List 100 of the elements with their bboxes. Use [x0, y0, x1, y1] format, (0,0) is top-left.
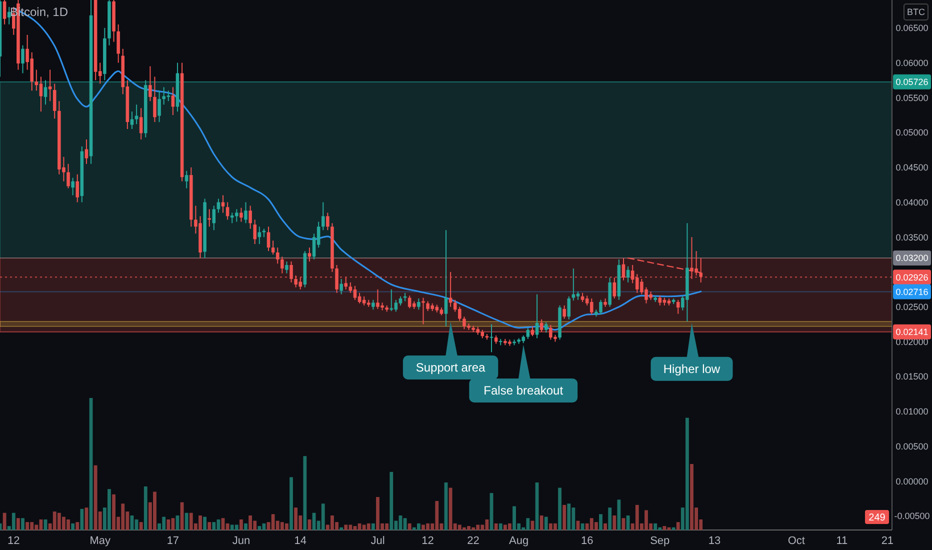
y-tick-label: -0.00500	[894, 511, 930, 522]
x-tick-label: Sep	[650, 535, 670, 547]
candlestick	[134, 104, 138, 125]
candlestick	[290, 261, 293, 283]
bar	[390, 472, 394, 530]
y-axis-title: BTC	[907, 7, 926, 18]
candlestick	[326, 212, 330, 231]
x-tick-label: Jun	[232, 535, 250, 547]
x-tick-label: 22	[467, 535, 480, 547]
y-tick-label: 0.04000	[896, 197, 928, 208]
candlestick	[153, 76, 156, 123]
y-tick-label: 0.05500	[896, 92, 928, 103]
bar	[16, 518, 20, 530]
y-tick-label: 0.02500	[896, 302, 928, 312]
bar	[212, 522, 216, 530]
annotation: 249	[868, 512, 886, 524]
y-tick-label: 0.02000	[896, 336, 928, 347]
bar	[672, 527, 676, 530]
candlestick	[226, 202, 230, 220]
candlestick	[21, 44, 24, 74]
bar	[617, 500, 621, 530]
candlestick	[590, 298, 594, 316]
candlestick	[253, 219, 256, 245]
candlestick	[398, 296, 402, 306]
annotation: Support area	[416, 360, 486, 375]
x-tick-label: 13	[708, 535, 721, 547]
bar	[558, 488, 562, 530]
bar	[604, 523, 607, 530]
bar	[208, 522, 212, 530]
bar	[612, 515, 616, 530]
y-tick-label: 0.00000	[896, 476, 928, 486]
bar	[2, 512, 6, 530]
y-tick-label: 0.06000	[896, 58, 928, 68]
candlestick	[353, 285, 357, 300]
bar	[12, 512, 16, 530]
bar	[166, 519, 170, 530]
candlestick	[358, 292, 362, 304]
candlestick	[417, 298, 420, 310]
x-tick-label: 12	[422, 535, 434, 547]
candlestick	[84, 138, 88, 164]
bar	[366, 523, 370, 530]
candlestick	[2, 0, 6, 25]
x-tick-label: 17	[166, 535, 180, 547]
bar	[371, 523, 375, 530]
ref-line-label: 0.02926	[896, 272, 928, 282]
candlestick	[490, 324, 494, 353]
bar	[248, 515, 252, 530]
candlestick	[572, 268, 576, 302]
bar	[184, 512, 188, 530]
y-tick-label: 0.04500	[896, 162, 928, 173]
candlestick	[340, 278, 343, 295]
annotation: False breakout	[484, 384, 564, 398]
candlestick	[444, 230, 448, 327]
bar	[144, 486, 148, 530]
bar	[321, 504, 325, 530]
ref-line-label: 0.02716	[896, 286, 928, 297]
bar	[340, 527, 344, 530]
candlestick	[308, 247, 312, 262]
bar	[494, 523, 498, 530]
candlestick	[216, 198, 220, 214]
x-tick-label: Oct	[788, 535, 805, 547]
candlestick	[676, 299, 680, 314]
y-tick-label: 0.05000	[896, 128, 928, 138]
candlestick	[276, 247, 280, 264]
candlestick	[285, 261, 288, 274]
bar	[685, 418, 689, 530]
x-tick-label: 14	[294, 535, 306, 547]
y-tick-label: 0.01000	[896, 406, 928, 417]
bar	[567, 504, 571, 530]
candlestick	[66, 163, 70, 189]
bar	[608, 508, 612, 530]
y-tick-label: 0.01500	[896, 372, 928, 382]
candlestick	[7, 6, 11, 25]
candlestick	[139, 108, 143, 140]
x-tick-label: May	[90, 535, 112, 547]
candlestick	[390, 288, 394, 312]
bar	[303, 456, 307, 530]
candlestick	[71, 177, 74, 196]
candlestick	[48, 69, 52, 102]
bar	[139, 522, 143, 530]
bar	[294, 508, 298, 530]
bar	[599, 514, 602, 530]
bar	[258, 526, 262, 530]
bar	[203, 516, 206, 530]
line-series	[12, 8, 702, 331]
candlestick	[562, 304, 566, 320]
candlestick	[244, 202, 248, 224]
candlestick	[240, 207, 243, 222]
bar	[76, 522, 80, 530]
ref-line-label: 0.03200	[896, 253, 928, 264]
candlestick	[39, 76, 43, 112]
x-tick-label: 16	[580, 535, 594, 547]
y-tick-label: 0.06500	[896, 23, 928, 34]
candlestick	[567, 296, 571, 320]
bar	[26, 522, 30, 530]
candlestick	[266, 226, 270, 252]
candlestick	[540, 318, 544, 332]
bar	[498, 523, 502, 530]
candlestick	[248, 205, 252, 230]
candlestick	[171, 86, 175, 116]
